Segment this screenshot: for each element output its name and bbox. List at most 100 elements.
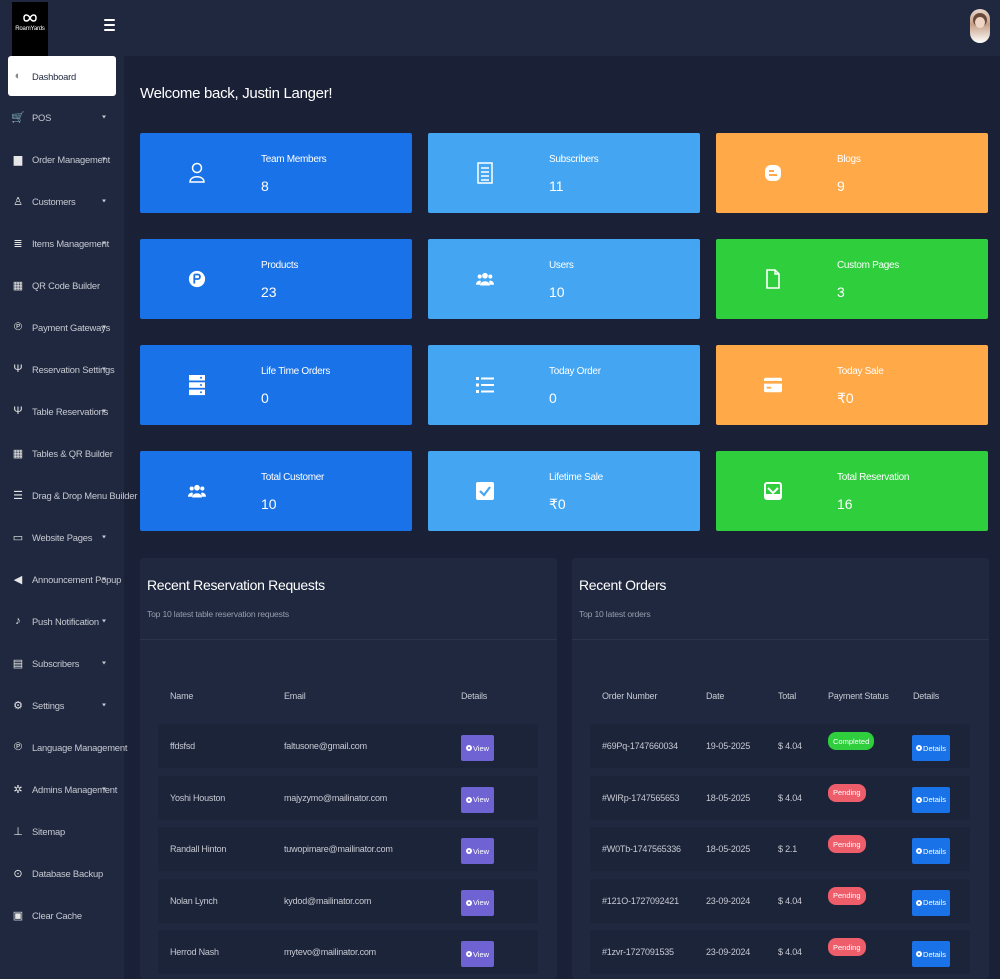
stat-value: ₹0 bbox=[549, 496, 566, 512]
eye-icon bbox=[465, 899, 472, 906]
details-button[interactable]: Details bbox=[912, 838, 950, 864]
eye-icon bbox=[465, 796, 472, 803]
bell-icon: ♪ bbox=[15, 615, 21, 627]
stat-label: Products bbox=[261, 260, 299, 271]
order-date: 23-09-2024 bbox=[706, 895, 751, 906]
sidebar-item-admins-management[interactable]: ✲ Admins Management bbox=[0, 768, 124, 810]
sidebar-item-tables-qr-builder[interactable]: ▦ Tables & QR Builder bbox=[0, 432, 124, 474]
stat-value: ₹0 bbox=[837, 390, 854, 406]
gear-icon: ⚙ bbox=[13, 699, 23, 712]
details-button[interactable]: Details bbox=[912, 889, 950, 916]
payment-status-badge: Pending bbox=[828, 938, 866, 956]
sidebar-item-sitemap[interactable]: ⊥ Sitemap bbox=[0, 810, 124, 852]
stat-card-total-reservation: Total Reservation 16 bbox=[716, 451, 988, 531]
sidebar-item-label: Order Management bbox=[32, 153, 111, 165]
caret-down-icon bbox=[102, 409, 106, 413]
order-total: $ 4.04 bbox=[778, 741, 802, 751]
stat-value: 10 bbox=[549, 284, 565, 300]
caret-down-icon bbox=[102, 787, 106, 791]
sidebar-item-label: Database Backup bbox=[32, 867, 104, 879]
table-row: Randall Hinton tuwopimare@mailinator.com… bbox=[158, 827, 538, 871]
view-button[interactable]: View bbox=[461, 735, 494, 761]
eye-icon bbox=[916, 796, 923, 803]
check-square-icon bbox=[476, 481, 494, 501]
sidebar-item-dashboard[interactable]: ◐ Dashboard bbox=[8, 56, 116, 96]
caret-down-icon bbox=[102, 535, 106, 539]
table-row: #121O-1727092421 23-09-2024 $ 4.04 Pendi… bbox=[590, 878, 970, 923]
order-number: #121O-1727092421 bbox=[602, 895, 679, 906]
details-button[interactable]: Details bbox=[912, 735, 950, 761]
sidebar-item-label: Language Management bbox=[32, 741, 128, 753]
blogger-icon bbox=[764, 163, 782, 183]
payment-status-badge: Completed bbox=[828, 732, 875, 750]
sidebar-item-database-backup[interactable]: ⊙ Database Backup bbox=[0, 852, 124, 894]
panel-subtitle: Top 10 latest orders bbox=[579, 609, 651, 619]
sidebar-item-pos[interactable]: 🛒 POS bbox=[0, 96, 124, 138]
download-icon: ⊙ bbox=[13, 867, 23, 880]
stat-card-total-customer: Total Customer 10 bbox=[140, 451, 412, 531]
reservation-email: majyzymo@mailinator.com bbox=[284, 792, 388, 803]
view-button[interactable]: View bbox=[461, 838, 494, 864]
eye-icon bbox=[916, 899, 923, 906]
caret-down-icon bbox=[102, 115, 106, 119]
sidebar-item-label: Items Management bbox=[32, 237, 110, 249]
user-icon: ♙ bbox=[13, 195, 23, 208]
sidebar-item-payment-gateways[interactable]: ℗ Payment Gateways bbox=[0, 306, 124, 348]
view-button[interactable]: View bbox=[461, 786, 494, 813]
table-row: #69Pq-1747660034 19-05-2025 $ 4.04 Compl… bbox=[590, 724, 970, 768]
sidebar-item-clear-cache[interactable]: ▣ Clear Cache bbox=[0, 894, 124, 936]
sidebar-item-label: Customers bbox=[32, 195, 76, 207]
sidebar-item-items-management[interactable]: ≣ Items Management bbox=[0, 222, 124, 264]
sidebar-item-language-management[interactable]: ℗ Language Management bbox=[0, 726, 128, 768]
welcome-heading: Welcome back, Justin Langer! bbox=[140, 85, 333, 102]
cache-icon: ▣ bbox=[12, 909, 24, 922]
view-button[interactable]: View bbox=[461, 941, 494, 967]
sidebar-item-settings[interactable]: ⚙ Settings bbox=[0, 684, 124, 726]
reservation-email: kydod@mailinator.com bbox=[284, 895, 372, 906]
sidebar-item-order-management[interactable]: ▆ Order Management bbox=[0, 138, 124, 180]
order-total: $ 4.04 bbox=[778, 792, 802, 803]
view-button-label: View bbox=[472, 949, 490, 959]
view-button-label: View bbox=[472, 898, 490, 907]
reservation-name: ffdsfsd bbox=[170, 741, 195, 751]
eye-icon bbox=[916, 951, 923, 957]
reservation-name: Yoshi Houston bbox=[170, 792, 226, 803]
file-icon bbox=[764, 269, 782, 289]
menu-toggle-icon[interactable] bbox=[104, 19, 115, 31]
caret-down-icon bbox=[102, 199, 106, 203]
stat-card-life-time-orders: Life Time Orders 0 bbox=[140, 345, 412, 425]
stat-label: Blogs bbox=[837, 154, 861, 165]
details-button[interactable]: Details bbox=[912, 941, 950, 967]
reservation-email: faltusone@gmail.com bbox=[284, 741, 367, 751]
order-date: 18-05-2025 bbox=[706, 792, 751, 803]
sidebar-item-reservation-settings[interactable]: Ψ Reservation Settings bbox=[0, 348, 124, 390]
stat-card-subscribers: Subscribers 11 bbox=[428, 133, 700, 213]
newsletter-icon: ▤ bbox=[12, 657, 24, 670]
sidebar-item-customers[interactable]: ♙ Customers bbox=[0, 180, 124, 222]
order-date: 23-09-2024 bbox=[706, 947, 751, 957]
sidebar-item-qr-code-builder[interactable]: ▦ QR Code Builder bbox=[0, 264, 124, 306]
payment-status-badge: Pending bbox=[828, 835, 866, 853]
stat-card-today-order: Today Order 0 bbox=[428, 345, 700, 425]
table-row: Yoshi Houston majyzymo@mailinator.com Vi… bbox=[158, 775, 538, 820]
sidebar-nav: ◐ Dashboard 🛒 POS ▆ Order Management ♙ C… bbox=[0, 56, 137, 936]
brand-name: RoamYards bbox=[15, 26, 45, 32]
user-avatar[interactable] bbox=[970, 9, 990, 43]
details-button[interactable]: Details bbox=[912, 786, 950, 813]
sidebar-item-subscribers[interactable]: ▤ Subscribers bbox=[0, 642, 124, 684]
sidebar-item-announcement-popup[interactable]: ◀ Announcement Popup bbox=[0, 558, 124, 600]
sitemap-icon: ⊥ bbox=[13, 825, 23, 838]
stat-card-lifetime-sale: Lifetime Sale ₹0 bbox=[428, 451, 700, 531]
caret-down-icon bbox=[102, 619, 106, 623]
brand-logo[interactable]: RoamYards bbox=[12, 2, 48, 64]
sidebar-item-push-notification[interactable]: ♪ Push Notification bbox=[0, 600, 124, 642]
coin-icon: ℗ bbox=[13, 321, 23, 333]
sidebar-item-table-reservations[interactable]: Ψ Table Reservations bbox=[0, 390, 124, 432]
sidebar-item-website-pages[interactable]: ▭ Website Pages bbox=[0, 516, 124, 558]
reservation-email: mytevo@mailinator.com bbox=[284, 947, 376, 957]
stat-value: 10 bbox=[261, 496, 277, 512]
view-button[interactable]: View bbox=[461, 889, 494, 916]
reservation-email: tuwopimare@mailinator.com bbox=[284, 844, 393, 854]
sidebar-item-drag-drop-menu-builder[interactable]: ☰ Drag & Drop Menu Builder bbox=[0, 474, 137, 516]
sidebar-item-label: QR Code Builder bbox=[32, 279, 100, 291]
